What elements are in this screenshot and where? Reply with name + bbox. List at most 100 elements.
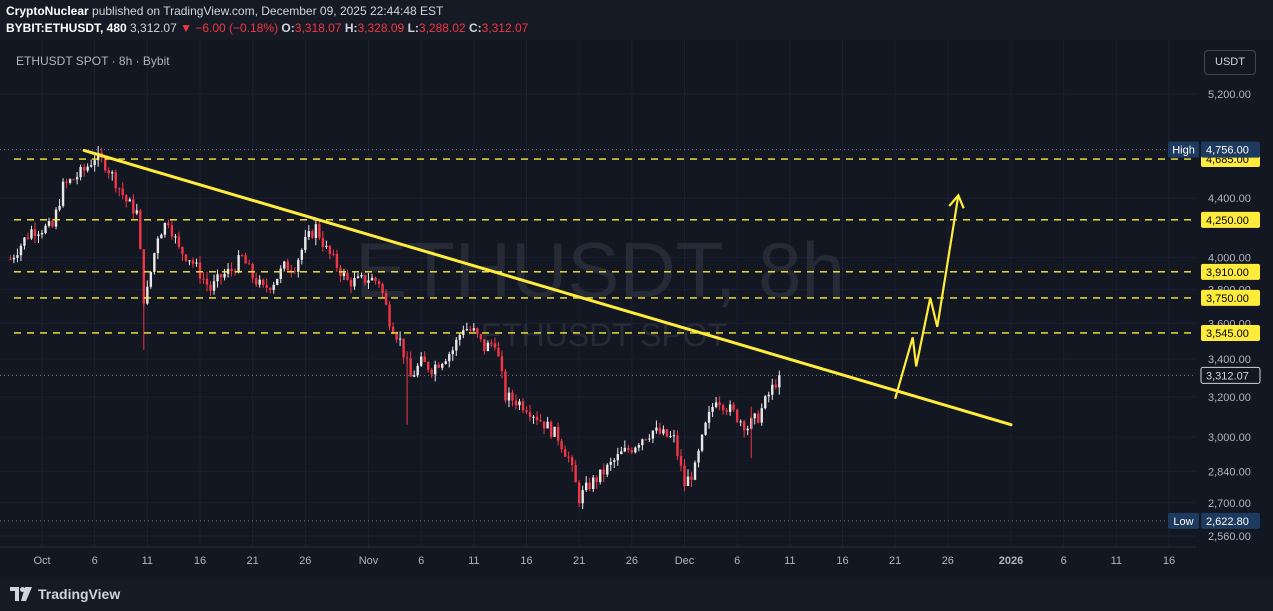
candle — [423, 351, 426, 363]
x-tick-label: 6 — [92, 555, 98, 567]
x-tick-label: 16 — [1163, 555, 1175, 567]
candle — [419, 352, 423, 367]
candle — [662, 425, 665, 436]
candle — [276, 278, 279, 286]
candle — [346, 269, 349, 281]
y-tick-label: 5,200.00 — [1208, 89, 1251, 101]
candle — [318, 221, 321, 241]
open-value: 3,318.07 — [294, 21, 342, 35]
candle — [556, 422, 560, 446]
candle — [771, 378, 774, 400]
candle — [412, 370, 416, 378]
tradingview-logo[interactable]: TradingView — [10, 585, 120, 603]
y-tick-label: 3,000.00 — [1208, 432, 1251, 444]
candle — [118, 187, 121, 197]
candle — [651, 430, 655, 444]
candle — [532, 414, 535, 424]
candle — [584, 476, 588, 492]
candle — [444, 358, 447, 365]
candle — [202, 271, 205, 284]
candle — [195, 258, 198, 267]
candle — [300, 248, 304, 265]
candle — [778, 370, 781, 395]
levels-layer[interactable] — [14, 158, 1196, 334]
candle — [75, 172, 79, 185]
candle — [339, 264, 342, 283]
candle — [19, 243, 23, 262]
candle — [93, 154, 96, 172]
change-down-icon: ▼ — [180, 21, 192, 35]
x-tick-label: 11 — [468, 555, 479, 567]
candle — [254, 272, 258, 287]
x-tick-label: 6 — [418, 555, 424, 567]
candle — [409, 351, 412, 377]
publisher-name[interactable]: CryptoNuclear — [6, 4, 89, 18]
candle — [146, 280, 149, 305]
candle — [160, 233, 163, 239]
x-tick-label: 16 — [194, 555, 206, 567]
candle — [44, 223, 47, 235]
candle — [458, 333, 461, 346]
trendline[interactable] — [82, 148, 1013, 427]
published-text: published on TradingView.com, December 0… — [88, 4, 444, 18]
candle — [686, 469, 690, 487]
publish-info: CryptoNuclear published on TradingView.c… — [6, 4, 443, 18]
candle — [205, 271, 209, 292]
candle — [542, 421, 546, 435]
candle — [711, 403, 714, 417]
candle — [30, 225, 33, 240]
candle — [753, 412, 756, 425]
candle — [514, 394, 518, 410]
candle — [307, 225, 311, 241]
candle — [739, 419, 742, 427]
candle — [504, 369, 507, 404]
candle — [181, 246, 184, 262]
candle — [764, 395, 767, 410]
currency-button[interactable]: USDT — [1204, 50, 1256, 75]
candle — [521, 398, 525, 414]
price-change: −6.00 (−0.18%) — [195, 21, 279, 35]
candle — [149, 271, 153, 289]
svg-text:3,312.07: 3,312.07 — [1206, 370, 1249, 382]
x-tick-label: 26 — [299, 555, 311, 567]
price-axis[interactable]: 5,200.004,400.004,000.003,800.003,600.00… — [1168, 40, 1273, 547]
candle — [539, 413, 542, 423]
candle — [261, 278, 265, 288]
candle — [465, 322, 469, 331]
candle — [367, 273, 370, 289]
candle — [469, 325, 472, 333]
candle — [426, 361, 430, 373]
candle — [486, 340, 490, 352]
candle — [68, 178, 72, 185]
candle — [416, 363, 419, 378]
candle — [374, 276, 377, 285]
candle — [490, 339, 493, 348]
candle — [114, 169, 117, 193]
annotations-layer[interactable] — [82, 148, 1013, 427]
projection-arrowhead-icon — [948, 193, 965, 209]
high-label: H: — [344, 21, 358, 35]
candle — [528, 405, 532, 422]
chart-area[interactable] — [0, 40, 1273, 577]
candle — [707, 405, 711, 429]
x-tick-label: 6 — [734, 555, 740, 567]
candle — [549, 420, 553, 440]
candle — [40, 229, 44, 239]
candle — [54, 207, 58, 230]
candle — [311, 229, 314, 239]
current-price-tag: 3,312.07 — [1201, 367, 1260, 384]
candle — [535, 411, 539, 425]
svg-text:3,750.00: 3,750.00 — [1206, 293, 1249, 305]
candle — [251, 262, 254, 284]
candle — [627, 444, 630, 453]
candle — [602, 463, 605, 482]
candle — [476, 327, 479, 338]
time-axis[interactable]: Oct 6 11 16 21 26 Nov 6 11 16 21 26 Dec 6 11 16 21 26 2026… — [0, 546, 1196, 567]
candle — [26, 232, 30, 240]
publish-header: CryptoNuclear published on TradingView.c… — [0, 0, 1273, 40]
candle — [230, 262, 233, 277]
candle — [774, 379, 777, 390]
candle — [430, 367, 433, 379]
projection-path[interactable] — [894, 195, 960, 400]
